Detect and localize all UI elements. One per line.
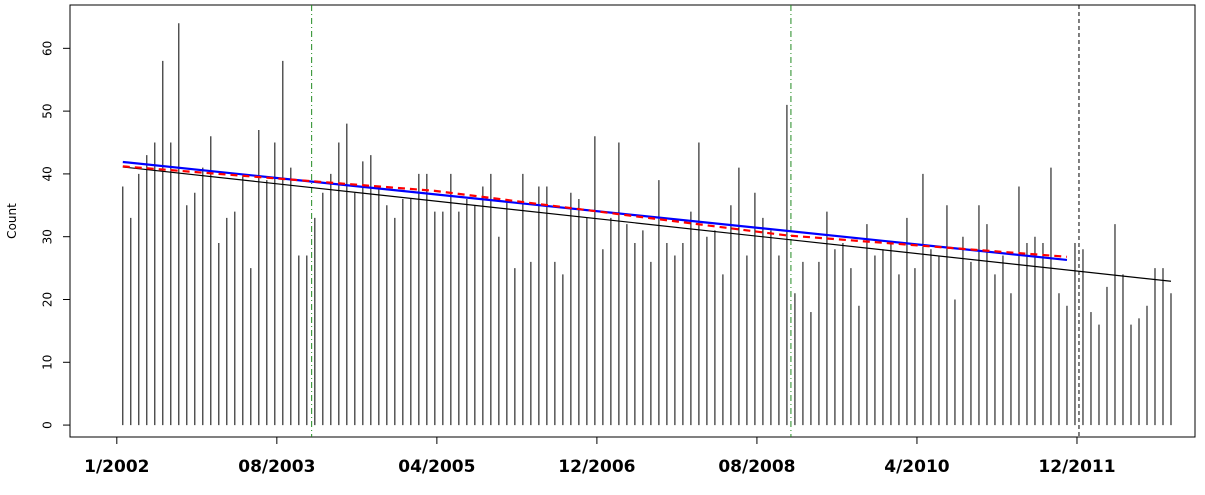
y-tick-label: 60	[41, 41, 55, 56]
x-tick-label: 08/2003	[238, 457, 315, 477]
y-tick-label: 30	[41, 229, 55, 244]
trend-line	[122, 166, 1172, 282]
x-tick-label: 04/2005	[398, 457, 475, 477]
y-axis-label: Count	[5, 203, 19, 239]
trend-line	[122, 165, 1068, 258]
x-tick-label: 08/2008	[718, 457, 795, 477]
y-tick-label: 20	[41, 292, 55, 307]
x-tick-label: 12/2011	[1038, 457, 1115, 477]
y-tick-label: 50	[41, 103, 55, 118]
y-tick-label: 10	[41, 355, 55, 370]
x-tick-label: 12/2006	[558, 457, 635, 477]
x-tick-label: 4/2010	[884, 457, 950, 477]
y-tick-label: 40	[41, 166, 55, 181]
plot-box	[69, 4, 1196, 438]
x-tick-label: 1/2002	[84, 457, 149, 477]
y-tick-label: 0	[41, 421, 55, 429]
